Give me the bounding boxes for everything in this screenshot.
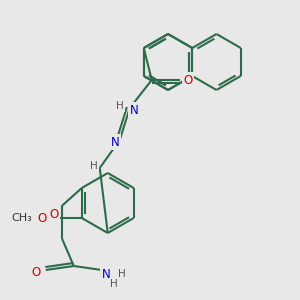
Text: H: H	[90, 161, 98, 171]
Text: N: N	[101, 268, 110, 281]
Text: N: N	[129, 103, 138, 116]
Text: H: H	[110, 279, 118, 289]
Text: O: O	[49, 208, 58, 220]
Text: CH₃: CH₃	[11, 213, 32, 223]
Text: N: N	[111, 136, 120, 148]
Text: H: H	[118, 269, 126, 279]
Text: O: O	[31, 266, 40, 278]
Text: O: O	[183, 74, 192, 86]
Text: H: H	[116, 101, 124, 111]
Text: O: O	[37, 212, 46, 224]
